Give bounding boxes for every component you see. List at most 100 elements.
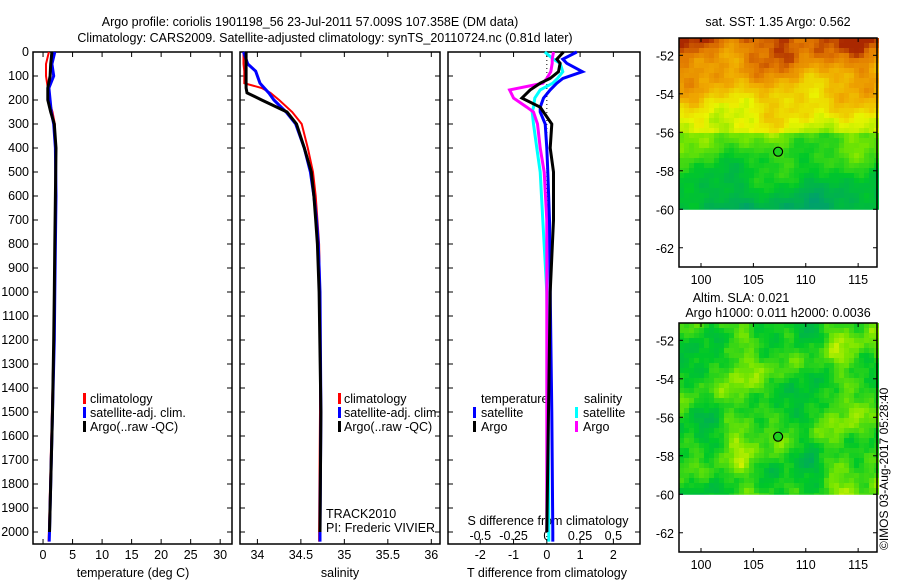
- map-cell: [824, 143, 829, 149]
- map-cell: [819, 88, 824, 94]
- map-cell: [679, 153, 684, 159]
- map-cell: [849, 73, 854, 79]
- map-cell: [734, 93, 739, 99]
- map-cell: [704, 103, 709, 109]
- map-cell: [839, 418, 844, 424]
- map-cell: [769, 383, 774, 389]
- map-cell: [699, 113, 704, 119]
- map-cell: [699, 363, 704, 369]
- map-cell: [809, 78, 814, 84]
- map-cell: [804, 428, 809, 434]
- map-cell: [714, 413, 719, 419]
- map-cell: [834, 153, 839, 159]
- map-cell: [819, 83, 824, 89]
- map-cell: [839, 158, 844, 164]
- map-cell: [794, 368, 799, 374]
- map-cell: [739, 393, 744, 399]
- map-cell: [839, 78, 844, 84]
- map-cell: [749, 393, 754, 399]
- map-cell: [779, 343, 784, 349]
- map-cell: [704, 78, 709, 84]
- map-cell: [784, 118, 789, 124]
- map-cell: [689, 198, 694, 204]
- map-cell: [819, 468, 824, 474]
- map-cell: [709, 423, 714, 429]
- map-cell: [679, 118, 684, 124]
- map-cell: [859, 148, 864, 154]
- map-cell: [689, 368, 694, 374]
- map-cell: [844, 103, 849, 109]
- map-cell: [794, 453, 799, 459]
- map-cell: [764, 468, 769, 474]
- map-cell: [689, 168, 694, 174]
- map-cell: [789, 443, 794, 449]
- map-cell: [709, 83, 714, 89]
- map-cell: [849, 323, 854, 329]
- map-cell: [839, 468, 844, 474]
- map-cell: [834, 163, 839, 169]
- map-cell: [819, 148, 824, 154]
- map-cell: [744, 113, 749, 119]
- map-cell: [824, 38, 829, 44]
- map-cell: [769, 373, 774, 379]
- y-tick-label: 100: [8, 69, 29, 83]
- map-cell: [824, 73, 829, 79]
- map-cell: [864, 443, 869, 449]
- map-cell: [814, 418, 819, 424]
- map-cell: [804, 463, 809, 469]
- map-cell: [824, 43, 829, 49]
- map-cell: [699, 478, 704, 484]
- map-cell: [684, 408, 689, 414]
- map-cell: [839, 38, 844, 44]
- x-tick-label: 34: [250, 548, 264, 562]
- map-cell: [759, 173, 764, 179]
- map-cell: [799, 418, 804, 424]
- map-cell: [754, 38, 759, 44]
- map-cell: [764, 48, 769, 54]
- map-cell: [759, 153, 764, 159]
- map-cell: [849, 383, 854, 389]
- map-cell: [854, 438, 859, 444]
- map-cell: [809, 98, 814, 104]
- map-cell: [834, 68, 839, 74]
- map-cell: [814, 468, 819, 474]
- map-cell: [799, 68, 804, 74]
- map-cell: [829, 138, 834, 144]
- map-cell: [754, 113, 759, 119]
- map-cell: [704, 158, 709, 164]
- map-cell: [709, 468, 714, 474]
- map-cell: [744, 403, 749, 409]
- map-cell: [784, 478, 789, 484]
- map-cell: [849, 53, 854, 59]
- map-cell: [859, 163, 864, 169]
- map-cell: [709, 333, 714, 339]
- map-cell: [849, 448, 854, 454]
- map-cell: [779, 323, 784, 329]
- map-cell: [699, 393, 704, 399]
- map-cell: [734, 438, 739, 444]
- map-cell: [729, 58, 734, 64]
- map-cell: [749, 43, 754, 49]
- map-cell: [704, 178, 709, 184]
- map-cell: [794, 438, 799, 444]
- map-cell: [774, 63, 779, 69]
- map-cell: [684, 483, 689, 489]
- map-cell: [679, 388, 684, 394]
- map-cell: [839, 403, 844, 409]
- map-cell: [764, 373, 769, 379]
- map-cell: [774, 383, 779, 389]
- map-cell: [784, 408, 789, 414]
- map-cell: [769, 83, 774, 89]
- map-cell: [779, 208, 784, 210]
- map-cell: [839, 388, 844, 394]
- map-cell: [839, 423, 844, 429]
- map-cell: [739, 378, 744, 384]
- map-cell: [804, 388, 809, 394]
- map-cell: [749, 373, 754, 379]
- map-cell: [714, 353, 719, 359]
- map-cell: [774, 348, 779, 354]
- map-cell: [749, 493, 754, 495]
- map-cell: [789, 98, 794, 104]
- map-cell: [869, 183, 874, 189]
- map-cell: [824, 463, 829, 469]
